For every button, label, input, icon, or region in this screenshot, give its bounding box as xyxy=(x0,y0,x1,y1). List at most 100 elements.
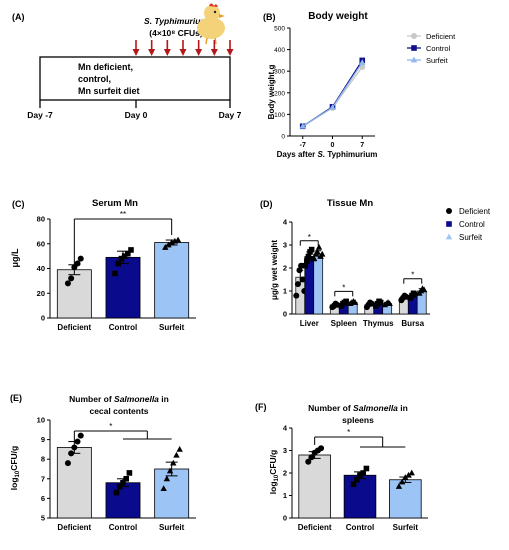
panel-e: (E) Number of Salmonella in cecal conten… xyxy=(9,393,196,532)
chart-b-ytick-label: 300 xyxy=(274,69,285,76)
chart-d-ytick-label: 2 xyxy=(283,264,287,273)
chart-c-bar-control xyxy=(105,256,141,319)
chart-b-xtick-label: 0 xyxy=(331,142,335,149)
panel-a: (A) S. Typhimurium (4×10⁸ CFUs) Mn defic… xyxy=(12,3,242,120)
chart-d-sig-text: * xyxy=(308,233,311,242)
chart-b-ytick-label: 200 xyxy=(274,90,285,97)
chart-c-point-deficient xyxy=(68,275,75,282)
chart-d-legend: Deficient Control Surfeit xyxy=(445,207,491,242)
chart-d-xtick-label: Liver xyxy=(300,319,319,328)
chart-d-xtick-label: Spleen xyxy=(331,319,357,328)
chart-c-xtick-label: Control xyxy=(109,323,137,332)
chart-c-bar-surfeit xyxy=(154,242,190,319)
chart-b-ylabel: Body weight,g xyxy=(267,65,276,120)
chart-f-ytick-label: 4 xyxy=(283,424,288,433)
chart-c-xtick-label: Deficient xyxy=(57,323,91,332)
chart-d-point-control xyxy=(412,291,418,298)
infection-line2: (4×10⁸ CFUs) xyxy=(149,28,203,38)
chart-c-point-surfeit xyxy=(165,241,172,248)
chart-e-ytick-label: 7 xyxy=(41,474,45,483)
chart-c-point-surfeit xyxy=(162,244,169,250)
chart-f-ytick-label: 1 xyxy=(283,491,287,500)
chart-c-point-deficient xyxy=(64,280,71,287)
chart-e-title-line2: cecal contents xyxy=(89,406,148,416)
chart-d-point-surfeit xyxy=(315,243,323,250)
infection-arrow-head xyxy=(195,49,203,56)
panel-e-label: (E) xyxy=(10,393,22,403)
panel-f-label: (F) xyxy=(255,402,267,412)
chart-b-xlabel: Days after S. Typhimurium xyxy=(277,150,378,159)
chart-e-point-deficient xyxy=(64,460,71,467)
legend-d-label-deficient: Deficient xyxy=(459,207,491,216)
legend-b-label-surfeit: Surfeit xyxy=(426,56,449,65)
chart-d-point-surfeit xyxy=(314,248,321,255)
chart-f-title-suffix: in xyxy=(398,403,408,413)
legend-b-label-control: Control xyxy=(426,44,451,53)
chart-b-ytick-label: 100 xyxy=(274,112,285,119)
day-zero-label: Day 0 xyxy=(125,110,148,120)
chart-b-xtick-label: -7 xyxy=(300,142,306,149)
chart-c-point-control xyxy=(121,253,128,259)
chart-f-title-line1: Number of Salmonella in xyxy=(308,403,408,413)
chart-c-xtick-label: Surfeit xyxy=(159,323,185,332)
legend-d-marker-surfeit xyxy=(445,233,453,240)
chart-c-ytick-label: 0 xyxy=(41,314,45,323)
chart-e-point-deficient xyxy=(77,432,84,439)
chart-d-ytick-label: 4 xyxy=(283,218,288,227)
panel-b-label: (B) xyxy=(263,12,276,22)
chart-d-point-control xyxy=(305,253,312,260)
chart-d-point-surfeit xyxy=(420,286,428,293)
chart-b-ytick-label: 0 xyxy=(281,134,285,141)
chart-f-bar-deficient xyxy=(298,454,331,519)
chart-f-point-control xyxy=(350,481,357,488)
legend-b-marker-surfeit xyxy=(410,56,418,63)
chart-b: 0 100 200 300 400 500 -7 0 7 xyxy=(274,26,375,149)
chart-e-title-italic: Salmonella xyxy=(114,394,159,404)
chart-c-ytick-label: 40 xyxy=(37,264,45,273)
chart-f-xtick-label: Control xyxy=(346,523,374,532)
chart-f-point-control xyxy=(354,476,360,483)
chart-e-ytick-label: 10 xyxy=(37,416,45,425)
chart-d-point-surfeit xyxy=(319,250,326,257)
chart-c-ytick-label: 20 xyxy=(37,289,45,298)
chart-f-ytick-label: 0 xyxy=(283,514,287,523)
chart-e-ytick-label: 6 xyxy=(41,494,45,503)
chart-f-xtick-label: Surfeit xyxy=(393,523,419,532)
chart-d-point-surfeit xyxy=(386,300,393,307)
chart-b-point-surfeit xyxy=(329,104,336,110)
legend-b-marker-control xyxy=(411,45,417,51)
chart-e-point-surfeit xyxy=(173,451,180,458)
infection-arrow-head xyxy=(226,49,234,56)
legend-d-label-surfeit: Surfeit xyxy=(459,233,483,242)
chart-e-point-surfeit xyxy=(160,485,167,491)
chick-icon xyxy=(197,3,225,45)
chart-f-ytick-label: 2 xyxy=(283,469,287,478)
chart-c-point-control xyxy=(118,255,125,262)
chart-f: 0 1 2 3 4 Deficient Control Surfeit * xyxy=(283,424,428,532)
chart-e-ytick-label: 9 xyxy=(41,435,45,444)
chart-e-title-line1: Number of Salmonella in xyxy=(69,394,169,404)
chart-f-title-line2: spleens xyxy=(342,415,374,425)
chart-f-point-surfeit xyxy=(408,469,415,476)
infection-arrow-head xyxy=(210,49,218,56)
chart-e-ylabel: log10CFU/g xyxy=(9,446,21,490)
chart-e-point-surfeit xyxy=(176,446,183,452)
chart-b-line-control xyxy=(302,60,363,127)
chart-d-ytick-label: 1 xyxy=(283,287,287,296)
chart-e-ytick-label: 8 xyxy=(41,455,45,464)
chart-d-point-deficient xyxy=(294,281,301,288)
chart-e-sig-text: * xyxy=(109,422,112,431)
chart-b-xlabel-italic: S. xyxy=(318,150,326,159)
infection-arrow-head xyxy=(132,49,140,56)
chart-e-bar-control xyxy=(105,482,141,519)
chart-f-sig-text: * xyxy=(347,428,350,437)
infection-arrow-head xyxy=(163,49,171,56)
chart-c-ytick-label: 60 xyxy=(37,239,45,248)
chart-e-title-prefix: Number of xyxy=(69,394,114,404)
chart-e-point-surfeit xyxy=(163,475,171,482)
chart-c-ylabel: μg/L xyxy=(10,248,20,268)
legend-b-label-deficient: Deficient xyxy=(426,32,456,41)
day-end-label: Day 7 xyxy=(219,110,242,120)
chart-d-ytick-label: 3 xyxy=(283,241,287,250)
